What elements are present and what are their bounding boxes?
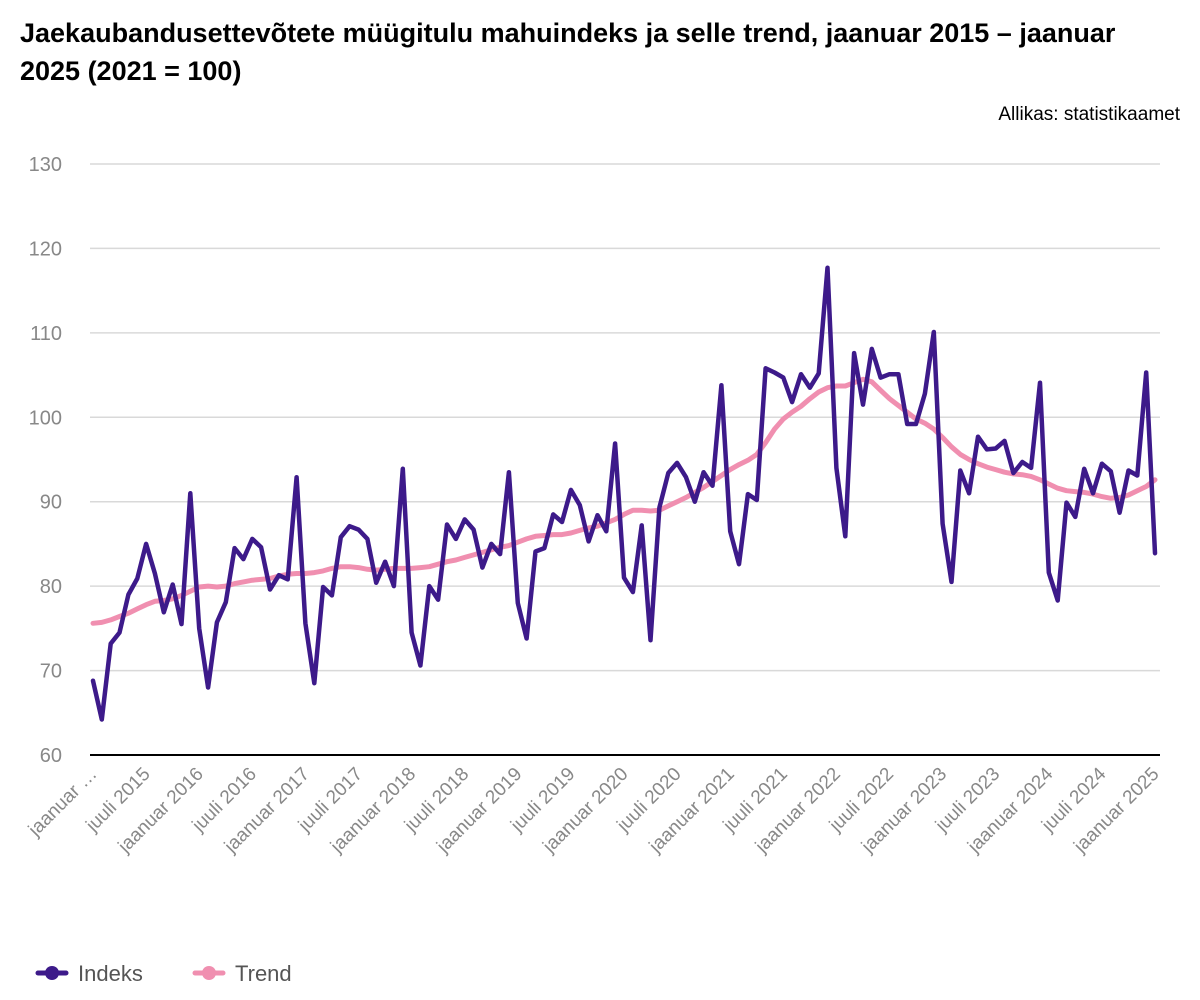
y-axis-ticks: 60 70 80 90 100 110 120 130 — [29, 154, 62, 767]
y-tick-label: 130 — [29, 154, 62, 176]
chart-source: Allikas: statistikaamet — [998, 104, 1180, 125]
y-tick-label: 100 — [29, 407, 62, 429]
grid-lines — [90, 163, 1160, 672]
y-tick-label: 120 — [29, 238, 62, 260]
legend: Indeks Trend — [35, 961, 292, 986]
series-line-indeks — [90, 265, 1158, 722]
series-line-trend — [90, 376, 1158, 626]
y-tick-label: 80 — [40, 576, 62, 598]
legend-marker-trend — [202, 966, 216, 980]
chart-title: Jaekaubandusettevõtete müügitulu mahuind… — [20, 18, 1116, 86]
y-tick-label: 60 — [40, 745, 62, 767]
y-tick-label: 110 — [30, 323, 62, 345]
series-lines — [90, 265, 1158, 722]
legend-marker-indeks — [45, 966, 59, 980]
legend-label-trend: Trend — [235, 961, 292, 986]
y-tick-label: 70 — [40, 661, 62, 683]
legend-label-indeks: Indeks — [78, 961, 143, 986]
y-tick-label: 90 — [40, 492, 62, 514]
